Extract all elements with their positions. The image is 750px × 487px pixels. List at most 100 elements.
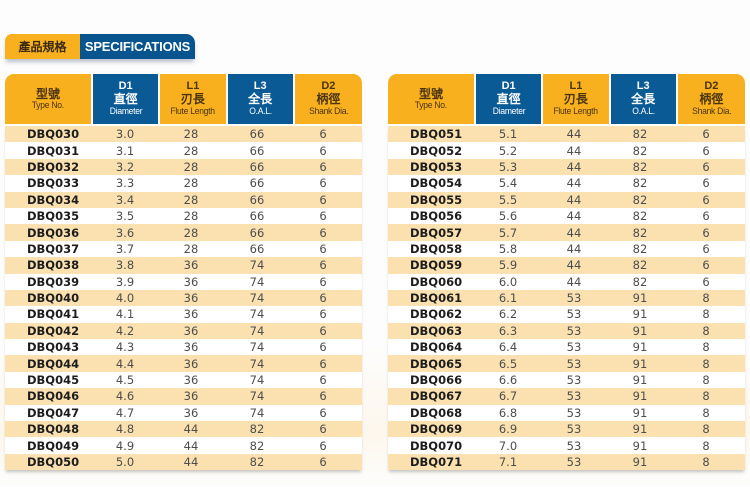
column-header-code: D2 <box>704 79 719 92</box>
cell-shank-diameter: 6 <box>319 307 327 322</box>
cell-shank-diameter: 6 <box>702 159 710 174</box>
cell-type-no: DBQ049 <box>27 438 80 453</box>
cell-diameter: 4.7 <box>115 405 135 420</box>
cell-overall-length: 82 <box>632 274 648 289</box>
cell-diameter: 4.1 <box>115 307 135 322</box>
cell-flute-length: 36 <box>183 356 199 371</box>
table-row: DBQ038 3.8 36 74 6 <box>5 257 362 274</box>
cell-overall-length: 82 <box>632 241 648 256</box>
cell-flute-length: 44 <box>183 455 199 469</box>
cell-overall-length: 66 <box>249 192 265 207</box>
cell-diameter: 3.1 <box>115 143 135 158</box>
cell-type-no: DBQ063 <box>410 323 463 338</box>
cell-flute-length: 36 <box>183 291 199 306</box>
cell-diameter: 5.7 <box>498 225 518 240</box>
cell-diameter: 6.9 <box>498 422 518 437</box>
column-header-en: Type No. <box>31 100 65 112</box>
cell-shank-diameter: 6 <box>319 258 327 273</box>
cell-flute-length: 36 <box>183 373 199 388</box>
cell-diameter: 5.9 <box>498 258 518 273</box>
cell-shank-diameter: 6 <box>319 438 327 453</box>
column-header-diameter: D1 直徑 Diameter <box>474 74 542 124</box>
cell-type-no: DBQ035 <box>27 209 80 224</box>
cell-overall-length: 91 <box>632 455 648 469</box>
cell-shank-diameter: 6 <box>319 176 327 191</box>
table-row: DBQ068 6.8 53 91 8 <box>388 404 745 422</box>
cell-shank-diameter: 8 <box>702 356 710 371</box>
cell-diameter: 3.2 <box>115 159 135 174</box>
cell-type-no: DBQ045 <box>27 373 80 388</box>
table-row: DBQ047 4.7 36 74 6 <box>5 404 362 422</box>
cell-overall-length: 91 <box>632 356 648 371</box>
cell-flute-length: 28 <box>183 159 199 174</box>
cell-type-no: DBQ068 <box>410 405 463 420</box>
column-header-en: Flute Length <box>170 106 216 118</box>
table-row: DBQ033 3.3 28 66 6 <box>5 175 362 192</box>
cell-shank-diameter: 6 <box>319 340 327 355</box>
cell-diameter: 6.2 <box>498 307 518 322</box>
cell-type-no: DBQ065 <box>410 356 463 371</box>
cell-diameter: 3.0 <box>115 127 135 142</box>
cell-flute-length: 36 <box>183 389 199 404</box>
cell-overall-length: 91 <box>632 438 648 453</box>
cell-flute-length: 53 <box>566 340 582 355</box>
table-row: DBQ058 5.8 44 82 6 <box>388 240 745 258</box>
cell-diameter: 5.5 <box>498 192 518 207</box>
table-row: DBQ049 4.9 44 82 6 <box>5 437 362 454</box>
table-row: DBQ071 7.1 53 91 8 <box>388 453 745 471</box>
cell-diameter: 5.4 <box>498 176 518 191</box>
cell-overall-length: 66 <box>249 225 265 240</box>
table-row: DBQ057 5.7 44 82 6 <box>388 224 745 241</box>
cell-shank-diameter: 6 <box>702 127 710 142</box>
cell-flute-length: 53 <box>566 422 582 437</box>
cell-flute-length: 44 <box>566 258 582 273</box>
cell-type-no: DBQ036 <box>27 225 80 240</box>
cell-type-no: DBQ039 <box>27 274 80 289</box>
cell-type-no: DBQ064 <box>410 340 463 355</box>
cell-overall-length: 91 <box>632 307 648 322</box>
cell-type-no: DBQ043 <box>27 340 80 355</box>
cell-type-no: DBQ057 <box>410 225 463 240</box>
column-header-flute-length: L1 刃長 Flute Length <box>541 74 609 124</box>
cell-flute-length: 36 <box>183 340 199 355</box>
cell-flute-length: 44 <box>183 438 199 453</box>
cell-overall-length: 82 <box>632 258 648 273</box>
column-header-diameter: D1 直徑 Diameter <box>91 74 159 124</box>
cell-flute-length: 44 <box>566 143 582 158</box>
column-header-cn: 刃長 <box>180 92 205 107</box>
cell-diameter: 4.4 <box>115 356 135 371</box>
table-row: DBQ070 7.0 53 91 8 <box>388 437 745 454</box>
cell-shank-diameter: 6 <box>319 422 327 437</box>
cell-type-no: DBQ061 <box>410 291 463 306</box>
cell-shank-diameter: 6 <box>319 274 327 289</box>
cell-shank-diameter: 8 <box>702 323 710 338</box>
cell-diameter: 5.8 <box>498 241 518 256</box>
cell-shank-diameter: 6 <box>319 127 327 142</box>
cell-type-no: DBQ071 <box>410 455 463 469</box>
cell-type-no: DBQ054 <box>410 176 463 191</box>
cell-type-no: DBQ031 <box>27 143 80 158</box>
cell-overall-length: 82 <box>249 422 265 437</box>
table-body: DBQ051 5.1 44 82 6 DBQ052 5.2 44 82 6 DBQ053 5.3 44 8… <box>388 126 745 471</box>
table-row: DBQ042 4.2 36 74 6 <box>5 322 362 340</box>
cell-overall-length: 74 <box>249 389 265 404</box>
table-row: DBQ041 4.1 36 74 6 <box>5 306 362 323</box>
cell-flute-length: 36 <box>183 258 199 273</box>
cell-overall-length: 74 <box>249 373 265 388</box>
table-row: DBQ054 5.4 44 82 6 <box>388 175 745 192</box>
cell-type-no: DBQ059 <box>410 258 463 273</box>
cell-diameter: 4.6 <box>115 389 135 404</box>
cell-flute-length: 44 <box>566 127 582 142</box>
cell-shank-diameter: 6 <box>319 291 327 306</box>
cell-overall-length: 74 <box>249 356 265 371</box>
cell-diameter: 3.7 <box>115 241 135 256</box>
cell-flute-length: 28 <box>183 209 199 224</box>
cell-type-no: DBQ050 <box>27 455 80 469</box>
cell-diameter: 5.2 <box>498 143 518 158</box>
cell-shank-diameter: 6 <box>319 373 327 388</box>
cell-overall-length: 66 <box>249 159 265 174</box>
column-header-code: D2 <box>321 79 336 92</box>
cell-shank-diameter: 6 <box>319 389 327 404</box>
cell-flute-length: 53 <box>566 389 582 404</box>
column-header-shank-diameter: D2 柄徑 Shank Dia. <box>292 74 362 124</box>
